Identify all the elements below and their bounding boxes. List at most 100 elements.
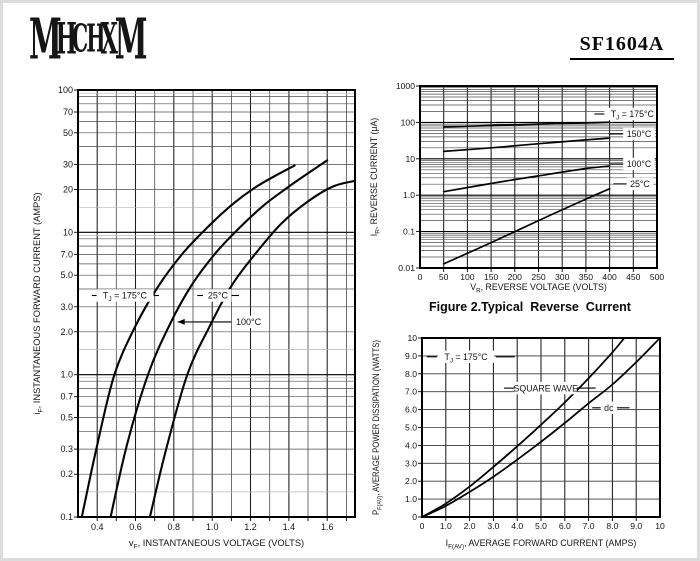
svg-text:0.01: 0.01 [398,263,415,273]
grid [74,89,355,521]
curve-label: 150°C [627,129,652,139]
curves [442,121,611,265]
svg-text:1.0: 1.0 [206,522,219,532]
series-tj-175-c [80,164,296,519]
svg-text:250: 250 [531,272,546,282]
y-axis-title: iF, INSTANTANEOUS FORWARD CURRENT (AMPS) [32,192,44,414]
series-square-wave [421,337,626,518]
svg-text:0: 0 [418,272,423,282]
series-100-c [442,165,611,193]
reverse-current-chart: TJ = 175°C 150°C 100°C 25°C 0 50 100 150 200 250 3… [369,81,664,294]
svg-text:1.0: 1.0 [403,190,415,200]
svg-text:100: 100 [58,85,73,95]
logo-letter: M [29,6,62,66]
svg-text:0.4: 0.4 [91,522,104,532]
series-tj-175-c [442,121,611,128]
svg-text:0: 0 [412,512,417,522]
svg-text:6.0: 6.0 [405,405,417,415]
logo-letter: C [72,16,88,61]
x-axis-title: IF(AV), AVERAGE FORWARD CURRENT (AMPS) [446,538,637,550]
svg-text:200: 200 [508,272,523,282]
svg-text:1.0: 1.0 [405,494,417,504]
grid [418,337,660,521]
svg-text:3.0: 3.0 [60,302,73,312]
svg-text:2.0: 2.0 [60,327,73,337]
svg-text:5.0: 5.0 [535,521,547,531]
curves [80,159,357,519]
svg-text:6.0: 6.0 [559,521,571,531]
svg-text:0.2: 0.2 [60,469,73,479]
series-dc [421,337,661,518]
svg-text:0.1: 0.1 [60,512,73,522]
series-150-c [442,137,611,153]
svg-text:0.8: 0.8 [168,522,181,532]
part-number: SF1604A [570,33,674,60]
svg-text:9.0: 9.0 [405,351,417,361]
svg-text:3.0: 3.0 [405,458,417,468]
svg-text:450: 450 [626,272,641,282]
svg-text:0.6: 0.6 [129,522,142,532]
svg-text:2.0: 2.0 [405,476,417,486]
annotations: TJ = 175°C SQUARE WAVE dc [426,350,630,414]
series-25-c [442,187,611,265]
svg-text:1.0: 1.0 [440,521,452,531]
grid [416,85,657,272]
x-axis-title: vF, INSTANTANEOUS VOLTAGE (VOLTS) [129,538,304,550]
curve-label: 25°C [208,291,229,301]
svg-text:1.2: 1.2 [244,522,257,532]
annotations: TJ = 175°C 150°C 100°C 25°C [594,107,661,191]
series-25-c [148,179,357,519]
curve-label: 25°C [630,179,650,189]
svg-text:400: 400 [602,272,617,282]
svg-text:8.0: 8.0 [606,521,618,531]
svg-text:3.0: 3.0 [487,521,499,531]
svg-text:5.0: 5.0 [405,423,417,433]
figure2-caption: Figure 2.Typical Reverse Current [429,300,631,314]
svg-text:4.0: 4.0 [511,521,523,531]
logo-letter: H [56,15,77,65]
svg-text:10: 10 [655,521,665,531]
svg-text:0.3: 0.3 [60,444,73,454]
y-axis-title: PF(AV), AVERAGE POWER DISSIPATION (WATTS… [371,340,383,515]
y-axis-title: IR, REVERSE CURRENT (μA) [369,118,381,237]
curve-label: TJ = 175°C [103,291,148,303]
svg-text:1.4: 1.4 [283,522,296,532]
svg-text:300: 300 [555,272,570,282]
logo-letter: H [86,16,105,61]
series-100-c [109,159,329,519]
svg-text:0.5: 0.5 [60,413,73,423]
svg-text:100: 100 [460,272,475,282]
svg-text:10: 10 [63,227,73,237]
svg-text:1.6: 1.6 [321,522,334,532]
svg-text:350: 350 [579,272,594,282]
svg-text:9.0: 9.0 [630,521,642,531]
forward-characteristics-chart: TJ = 175°C 25°C 100°C 0.4 0.6 0.8 1.0 1.2 1.4 1.6… [32,85,357,550]
svg-text:50: 50 [439,272,449,282]
power-dissipation-chart: TJ = 175°C SQUARE WAVE dc 0 1.0 2.0 3.0 4.0 5.0 6… [371,333,665,550]
curve-label: TJ = 175°C [611,109,655,121]
curve-label: TJ = 175°C [444,352,488,364]
svg-text:7.0: 7.0 [60,249,73,259]
curve-label: 100°C [627,159,652,169]
svg-text:0: 0 [420,521,425,531]
x-axis-title: VR, REVERSE VOLTAGE (VOLTS) [470,282,607,294]
logo-letter: X [101,15,119,65]
svg-text:20: 20 [63,185,73,195]
svg-text:8.0: 8.0 [405,369,417,379]
curve-label: dc [604,403,614,413]
svg-text:7.0: 7.0 [405,387,417,397]
svg-text:4.0: 4.0 [405,440,417,450]
svg-text:0.7: 0.7 [60,392,73,402]
svg-text:7.0: 7.0 [583,521,595,531]
svg-text:10: 10 [405,154,415,164]
svg-text:100: 100 [401,117,416,127]
curve-label: 100°C [236,317,262,327]
svg-text:50: 50 [63,128,73,138]
svg-text:0.1: 0.1 [403,227,415,237]
svg-text:1.0: 1.0 [60,370,73,380]
logo-letter: M [115,6,148,66]
annotations: TJ = 175°C 25°C 100°C [91,289,265,329]
svg-text:70: 70 [63,107,73,117]
